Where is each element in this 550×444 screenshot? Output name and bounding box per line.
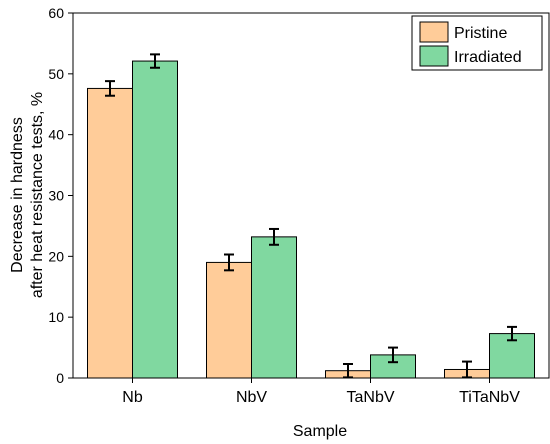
- y-tick-label: 40: [48, 127, 64, 143]
- legend: Pristine Irradiated: [411, 15, 543, 71]
- y-tick-label: 30: [48, 188, 64, 204]
- x-tick-label: NbV: [236, 389, 267, 406]
- legend-swatch-irradiated: [419, 45, 449, 67]
- y-tick-label: 20: [48, 248, 64, 264]
- legend-label-pristine: Pristine: [454, 25, 507, 42]
- y-tick-label: 10: [48, 309, 64, 325]
- y-tick-label: 60: [48, 5, 64, 21]
- bar-pristine: [87, 87, 133, 379]
- legend-swatch-pristine: [419, 21, 449, 43]
- x-tick-label: TiTaNbV: [459, 389, 520, 406]
- plot-area: 0 10 20 30 40 50 60 Nb NbV TaNbV TiTaNbV: [48, 5, 550, 406]
- y-tick-label: 50: [48, 66, 64, 82]
- bar-irradiated: [132, 60, 178, 379]
- x-axis-title: Sample: [293, 423, 347, 440]
- legend-label-irradiated: Irradiated: [454, 49, 522, 66]
- bar-pristine: [206, 261, 252, 379]
- y-tick-label: 0: [56, 370, 64, 386]
- y-axis-title-line1: Decrease in hardness: [9, 117, 26, 273]
- x-tick-label: Nb: [122, 389, 143, 406]
- y-axis-title-line2: after heat resistance tests, %: [29, 92, 46, 298]
- x-tick-label: TaNbV: [346, 389, 394, 406]
- bar-irradiated: [251, 236, 297, 379]
